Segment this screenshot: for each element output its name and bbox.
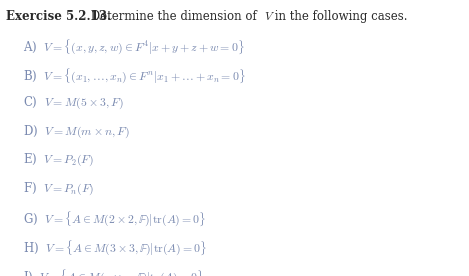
Text: G)  $V = \{A \in M(2 \times 2, \mathbb{F})|\mathrm{tr}(A) = 0\}$: G) $V = \{A \in M(2 \times 2, \mathbb{F}… xyxy=(23,209,207,228)
Text: $V$: $V$ xyxy=(264,10,275,23)
Text: B)  $V = \{(x_1, \ldots, x_n) \in F^n|x_1 + \ldots + x_n = 0\}$: B) $V = \{(x_1, \ldots, x_n) \in F^n|x_1… xyxy=(23,66,246,85)
Text: I)  $V = \{A \in M(n \times n, \mathbb{F})|\mathrm{tr}(A) = 0\}$: I) $V = \{A \in M(n \times n, \mathbb{F}… xyxy=(23,267,204,276)
Text: in the following cases.: in the following cases. xyxy=(271,10,408,23)
Text: D)  $V = M(m \times n, F)$: D) $V = M(m \times n, F)$ xyxy=(23,123,130,140)
Text: Determine the dimension of: Determine the dimension of xyxy=(87,10,260,23)
Text: A)  $V = \{(x, y, z, w) \in F^4|x + y + z + w = 0\}$: A) $V = \{(x, y, z, w) \in F^4|x + y + z… xyxy=(23,37,245,56)
Text: E)  $V = P_2(F)$: E) $V = P_2(F)$ xyxy=(23,152,94,168)
Text: Exercise 5.2.13.: Exercise 5.2.13. xyxy=(6,10,111,23)
Text: F)  $V = P_n(F)$: F) $V = P_n(F)$ xyxy=(23,181,95,197)
Text: C)  $V = M(5 \times 3, F)$: C) $V = M(5 \times 3, F)$ xyxy=(23,95,124,111)
Text: H)  $V = \{A \in M(3 \times 3, \mathbb{F})|\mathrm{tr}(A) = 0\}$: H) $V = \{A \in M(3 \times 3, \mathbb{F}… xyxy=(23,238,208,257)
